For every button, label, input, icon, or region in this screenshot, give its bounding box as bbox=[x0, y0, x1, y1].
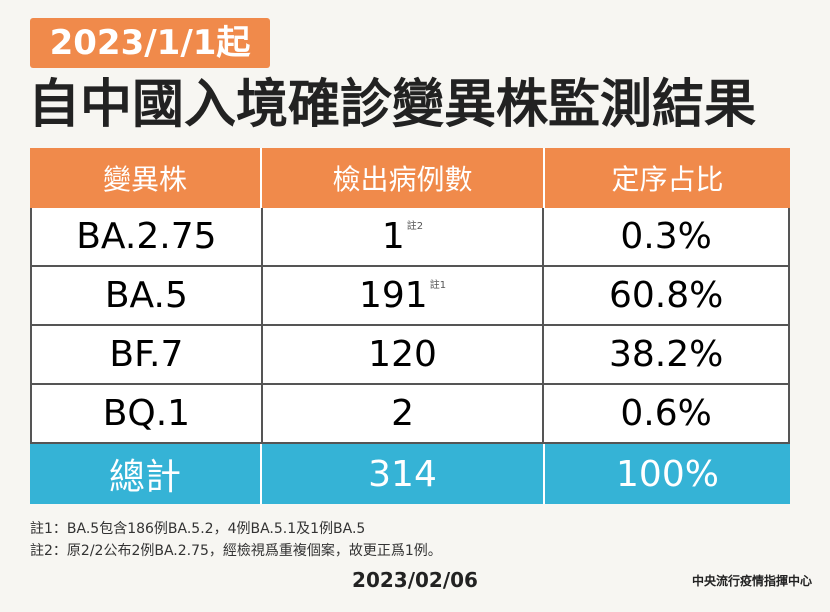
title: 自中國入境確診變異株監測結果 bbox=[28, 75, 757, 135]
table-row: BA.2.75 1 註2 0.3% bbox=[30, 208, 790, 267]
total-cell: 100% bbox=[616, 453, 719, 495]
table-cell: 2 bbox=[263, 385, 545, 442]
cell-text: BA.5 bbox=[104, 275, 188, 316]
table-row: BA.5 191 註1 60.8% bbox=[30, 267, 790, 326]
table: 變異株 檢出病例數 定序占比 BA.2.75 1 註2 0.3% BA.5 191 註1 60.8%… bbox=[30, 148, 790, 504]
table-cell: BA.2.75 bbox=[32, 208, 263, 265]
table-cell: BA.5 bbox=[32, 267, 263, 324]
cell-text: BQ.1 bbox=[102, 393, 191, 434]
cell-text: BA.2.75 bbox=[76, 216, 217, 257]
table-row: BF.7 120 38.2% bbox=[30, 326, 790, 385]
note: 註2：原2/2公布2例BA.2.75，經檢視爲重複個案，故更正爲1例。 bbox=[30, 543, 442, 559]
date: 2023/02/06 bbox=[352, 568, 478, 592]
table-cell: 1 註2 bbox=[263, 208, 545, 265]
table-cell: 0.6% bbox=[544, 385, 788, 442]
table-cell: 60.8% bbox=[544, 267, 788, 324]
note: 註1：BA.5包含186例BA.5.2，4例BA.5.1及1例BA.5 bbox=[30, 521, 366, 537]
total-row: 總計 314 100% bbox=[30, 444, 790, 504]
table-cell: 191 註1 bbox=[263, 267, 545, 324]
cell-text: 120 bbox=[368, 334, 437, 375]
cell-text: 0.6% bbox=[620, 393, 712, 434]
header-cell: 變異株 bbox=[30, 148, 262, 208]
date-badge: 2023/1/1起 bbox=[30, 18, 270, 68]
header-cell: 定序占比 bbox=[611, 163, 724, 196]
table-cell: 0.3% bbox=[544, 208, 788, 265]
table-cell: BF.7 bbox=[32, 326, 263, 383]
table-row: BQ.1 2 0.6% bbox=[30, 385, 790, 444]
note-ref: 註1 bbox=[429, 280, 447, 291]
header-cell: 檢出病例數 bbox=[262, 148, 545, 208]
cell-text: 191 bbox=[358, 275, 428, 316]
total-cell: 314 bbox=[262, 444, 545, 504]
header-row: 變異株 檢出病例數 定序占比 bbox=[30, 148, 790, 208]
table-cell: 38.2% bbox=[544, 326, 788, 383]
cell-text: 60.8% bbox=[608, 275, 724, 316]
cell-text: 0.3% bbox=[620, 216, 712, 257]
cell-text: 2 bbox=[391, 393, 414, 434]
note-ref: 註2 bbox=[406, 221, 424, 232]
cell-text: BF.7 bbox=[109, 334, 184, 375]
cell-text: 38.2% bbox=[608, 334, 724, 375]
table-cell: 120 bbox=[263, 326, 545, 383]
source: 中央流行疫情指揮中心 bbox=[691, 574, 812, 588]
table-cell: BQ.1 bbox=[32, 385, 263, 442]
cell-text: 1 bbox=[381, 216, 405, 257]
total-cell: 總計 bbox=[30, 444, 262, 504]
